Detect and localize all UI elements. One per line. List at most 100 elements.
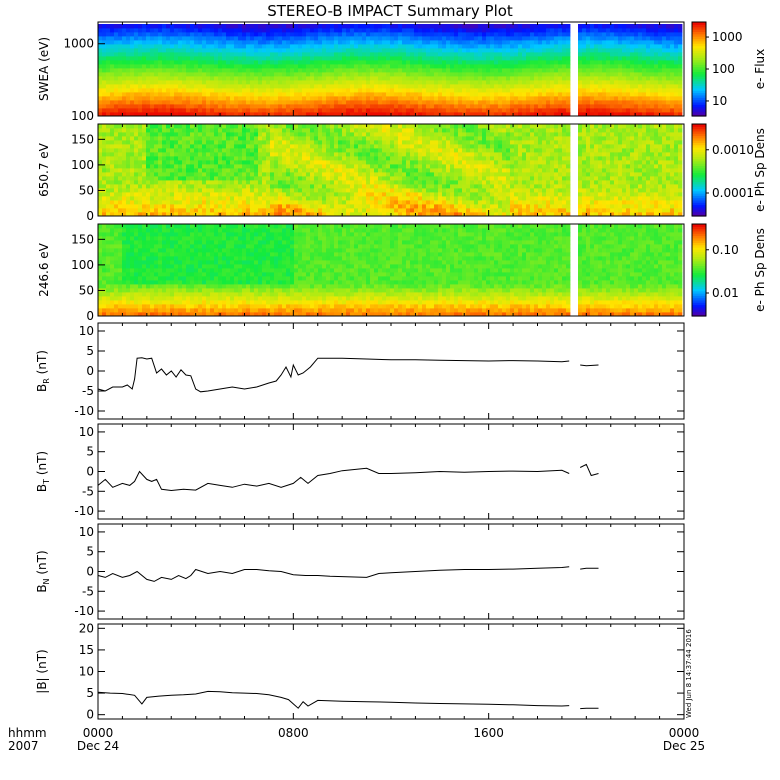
heatmap-cell: [518, 92, 523, 97]
heatmap-cell: [242, 156, 247, 161]
heatmap-cell: [170, 164, 175, 169]
heatmap-cell: [194, 108, 199, 113]
heatmap-cell: [326, 28, 331, 33]
heatmap-cell: [270, 192, 275, 197]
heatmap-cell: [134, 44, 139, 49]
heatmap-cell: [210, 200, 215, 205]
heatmap-cell: [106, 208, 111, 213]
heatmap-cell: [198, 188, 203, 193]
heatmap-cell: [206, 56, 211, 61]
heatmap-cell: [350, 112, 355, 117]
heatmap-cell: [118, 44, 123, 49]
heatmap-cell: [586, 80, 591, 85]
heatmap-cell: [162, 48, 167, 53]
heatmap-cell: [514, 92, 519, 97]
heatmap-cell: [202, 92, 207, 97]
heatmap-cell: [614, 72, 619, 77]
heatmap-cell: [426, 76, 431, 81]
heatmap-cell: [254, 104, 259, 109]
heatmap-cell: [514, 36, 519, 41]
heatmap-cell: [314, 184, 319, 189]
heatmap-cell: [438, 68, 443, 73]
heatmap-cell: [438, 96, 443, 101]
heatmap-cell: [466, 108, 471, 113]
heatmap-cell: [454, 40, 459, 45]
heatmap-cell: [582, 52, 587, 57]
heatmap-cell: [374, 96, 379, 101]
heatmap-cell: [274, 176, 279, 181]
heatmap-cell: [486, 68, 491, 73]
heatmap-cell: [186, 108, 191, 113]
heatmap-cell: [162, 44, 167, 49]
heatmap-cell: [142, 164, 147, 169]
heatmap-cell: [658, 48, 663, 53]
heatmap-cell: [102, 32, 107, 37]
heatmap-cell: [546, 100, 551, 105]
heatmap-cell: [254, 32, 259, 37]
heatmap-cell: [350, 24, 355, 29]
heatmap-cell: [198, 32, 203, 37]
heatmap-cell: [182, 36, 187, 41]
heatmap-cell: [350, 148, 355, 153]
heatmap-cell: [190, 76, 195, 81]
heatmap-cell: [178, 56, 183, 61]
heatmap-cell: [170, 124, 175, 129]
heatmap-cell: [262, 180, 267, 185]
heatmap-cell: [118, 68, 123, 73]
heatmap-cell: [302, 144, 307, 149]
heatmap-cell: [346, 112, 351, 117]
heatmap-cell: [318, 108, 323, 113]
heatmap-cell: [258, 172, 263, 177]
heatmap-cell: [366, 180, 371, 185]
heatmap-cell: [554, 76, 559, 81]
heatmap-cell: [590, 56, 595, 61]
heatmap-cell: [226, 208, 231, 213]
heatmap-cell: [478, 112, 483, 117]
heatmap-cell: [114, 76, 119, 81]
heatmap-cell: [102, 88, 107, 93]
heatmap-cell: [290, 188, 295, 193]
heatmap-cell: [250, 192, 255, 197]
heatmap-cell: [542, 36, 547, 41]
heatmap-cell: [438, 36, 443, 41]
heatmap-cell: [306, 88, 311, 93]
heatmap-cell: [222, 124, 227, 129]
heatmap-cell: [286, 204, 291, 209]
heatmap-cell: [422, 44, 427, 49]
heatmap-cell: [174, 172, 179, 177]
heatmap-cell: [534, 56, 539, 61]
heatmap-cell: [154, 112, 159, 117]
heatmap-cell: [566, 96, 571, 101]
heatmap-cell: [106, 36, 111, 41]
heatmap-cell: [178, 188, 183, 193]
heatmap-cell: [658, 104, 663, 109]
heatmap-cell: [206, 136, 211, 141]
heatmap-cell: [626, 84, 631, 89]
heatmap-cell: [678, 24, 683, 29]
heatmap-cell: [442, 44, 447, 49]
heatmap-cell: [230, 148, 235, 153]
heatmap-cell: [282, 188, 287, 193]
heatmap-cell: [206, 204, 211, 209]
heatmap-cell: [646, 48, 651, 53]
heatmap-cell: [342, 76, 347, 81]
heatmap-cell: [654, 92, 659, 97]
heatmap-cell: [322, 148, 327, 153]
heatmap-cell: [354, 136, 359, 141]
heatmap-cell: [486, 52, 491, 57]
heatmap-cell: [326, 48, 331, 53]
heatmap-cell: [198, 64, 203, 69]
heatmap-cell: [658, 92, 663, 97]
heatmap-cell: [238, 204, 243, 209]
heatmap-cell: [322, 36, 327, 41]
heatmap-cell: [222, 80, 227, 85]
heatmap-cell: [246, 200, 251, 205]
heatmap-cell: [386, 36, 391, 41]
heatmap-cell: [294, 148, 299, 153]
heatmap-cell: [610, 88, 615, 93]
heatmap-cell: [406, 96, 411, 101]
heatmap-cell: [110, 132, 115, 137]
heatmap-cell: [662, 92, 667, 97]
colorbar-swatch: [692, 64, 706, 68]
